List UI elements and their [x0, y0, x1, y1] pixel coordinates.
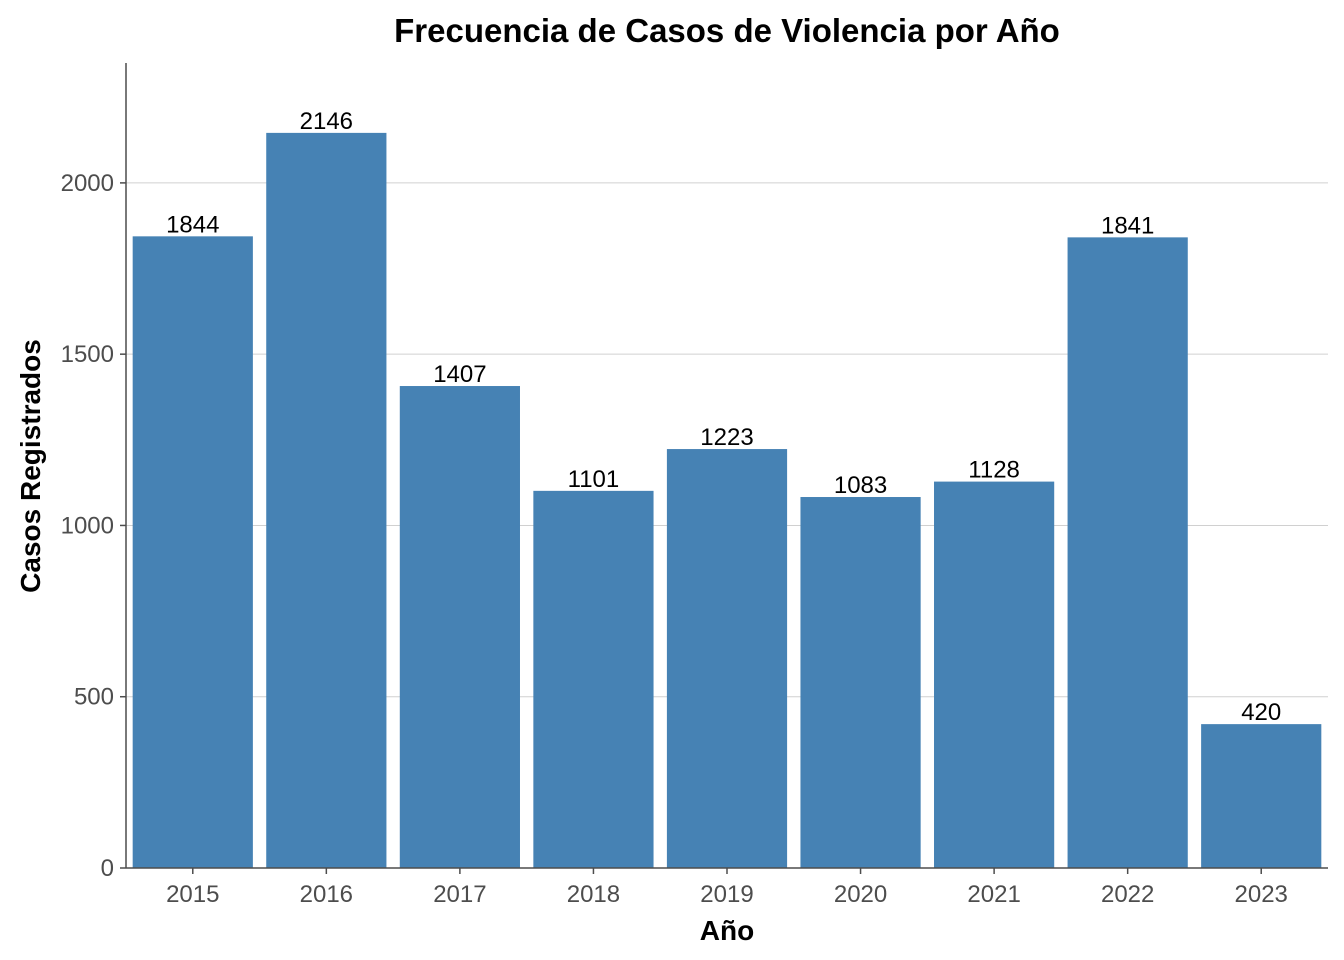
bar-2015 — [132, 236, 253, 868]
data-label-2017: 1407 — [433, 361, 486, 388]
bar-2018 — [533, 490, 654, 868]
chart-title: Frecuencia de Casos de Violencia por Año — [394, 12, 1060, 49]
y-axis-ticks: 0 500 1000 1500 2000 — [61, 170, 126, 882]
bar-2020 — [800, 497, 921, 868]
y-tick-label: 0 — [101, 855, 114, 882]
x-tick-label-2018: 2018 — [567, 881, 620, 908]
x-axis-ticks: 2015 2016 2017 2018 2019 2020 2021 2022 2023 — [166, 868, 1288, 908]
y-axis-title: Casos Registrados — [15, 339, 46, 593]
y-tick-label: 2000 — [61, 170, 114, 197]
x-tick-label-2017: 2017 — [433, 881, 486, 908]
x-axis-title: Año — [700, 915, 754, 946]
bar-2016 — [266, 132, 387, 868]
data-label-2022: 1841 — [1101, 212, 1154, 239]
bar-2022 — [1067, 237, 1188, 869]
bar-2023 — [1201, 724, 1322, 868]
x-tick-label-2015: 2015 — [166, 881, 219, 908]
y-tick-label: 1500 — [61, 341, 114, 368]
data-label-2018: 1101 — [568, 466, 620, 493]
data-label-2020: 1083 — [834, 472, 887, 499]
bar-2019 — [666, 449, 788, 868]
bar-2017 — [399, 386, 520, 868]
y-tick-label: 500 — [74, 684, 114, 711]
data-label-2016: 2146 — [300, 108, 353, 135]
bar-2021 — [934, 481, 1055, 868]
data-label-2021: 1128 — [968, 457, 1020, 484]
x-tick-label-2020: 2020 — [834, 881, 887, 908]
x-tick-label-2019: 2019 — [700, 881, 753, 908]
bars — [132, 132, 1322, 869]
data-labels: 1844 2146 1407 1101 1223 1083 1128 1841 420 — [166, 108, 1281, 726]
y-tick-label: 1000 — [61, 512, 114, 539]
x-tick-label-2023: 2023 — [1235, 881, 1288, 908]
data-label-2019: 1223 — [700, 424, 753, 451]
data-label-2023: 420 — [1241, 699, 1281, 726]
data-label-2015: 1844 — [166, 211, 219, 238]
x-tick-label-2021: 2021 — [967, 881, 1020, 908]
x-tick-label-2016: 2016 — [300, 881, 353, 908]
x-tick-label-2022: 2022 — [1101, 881, 1154, 908]
